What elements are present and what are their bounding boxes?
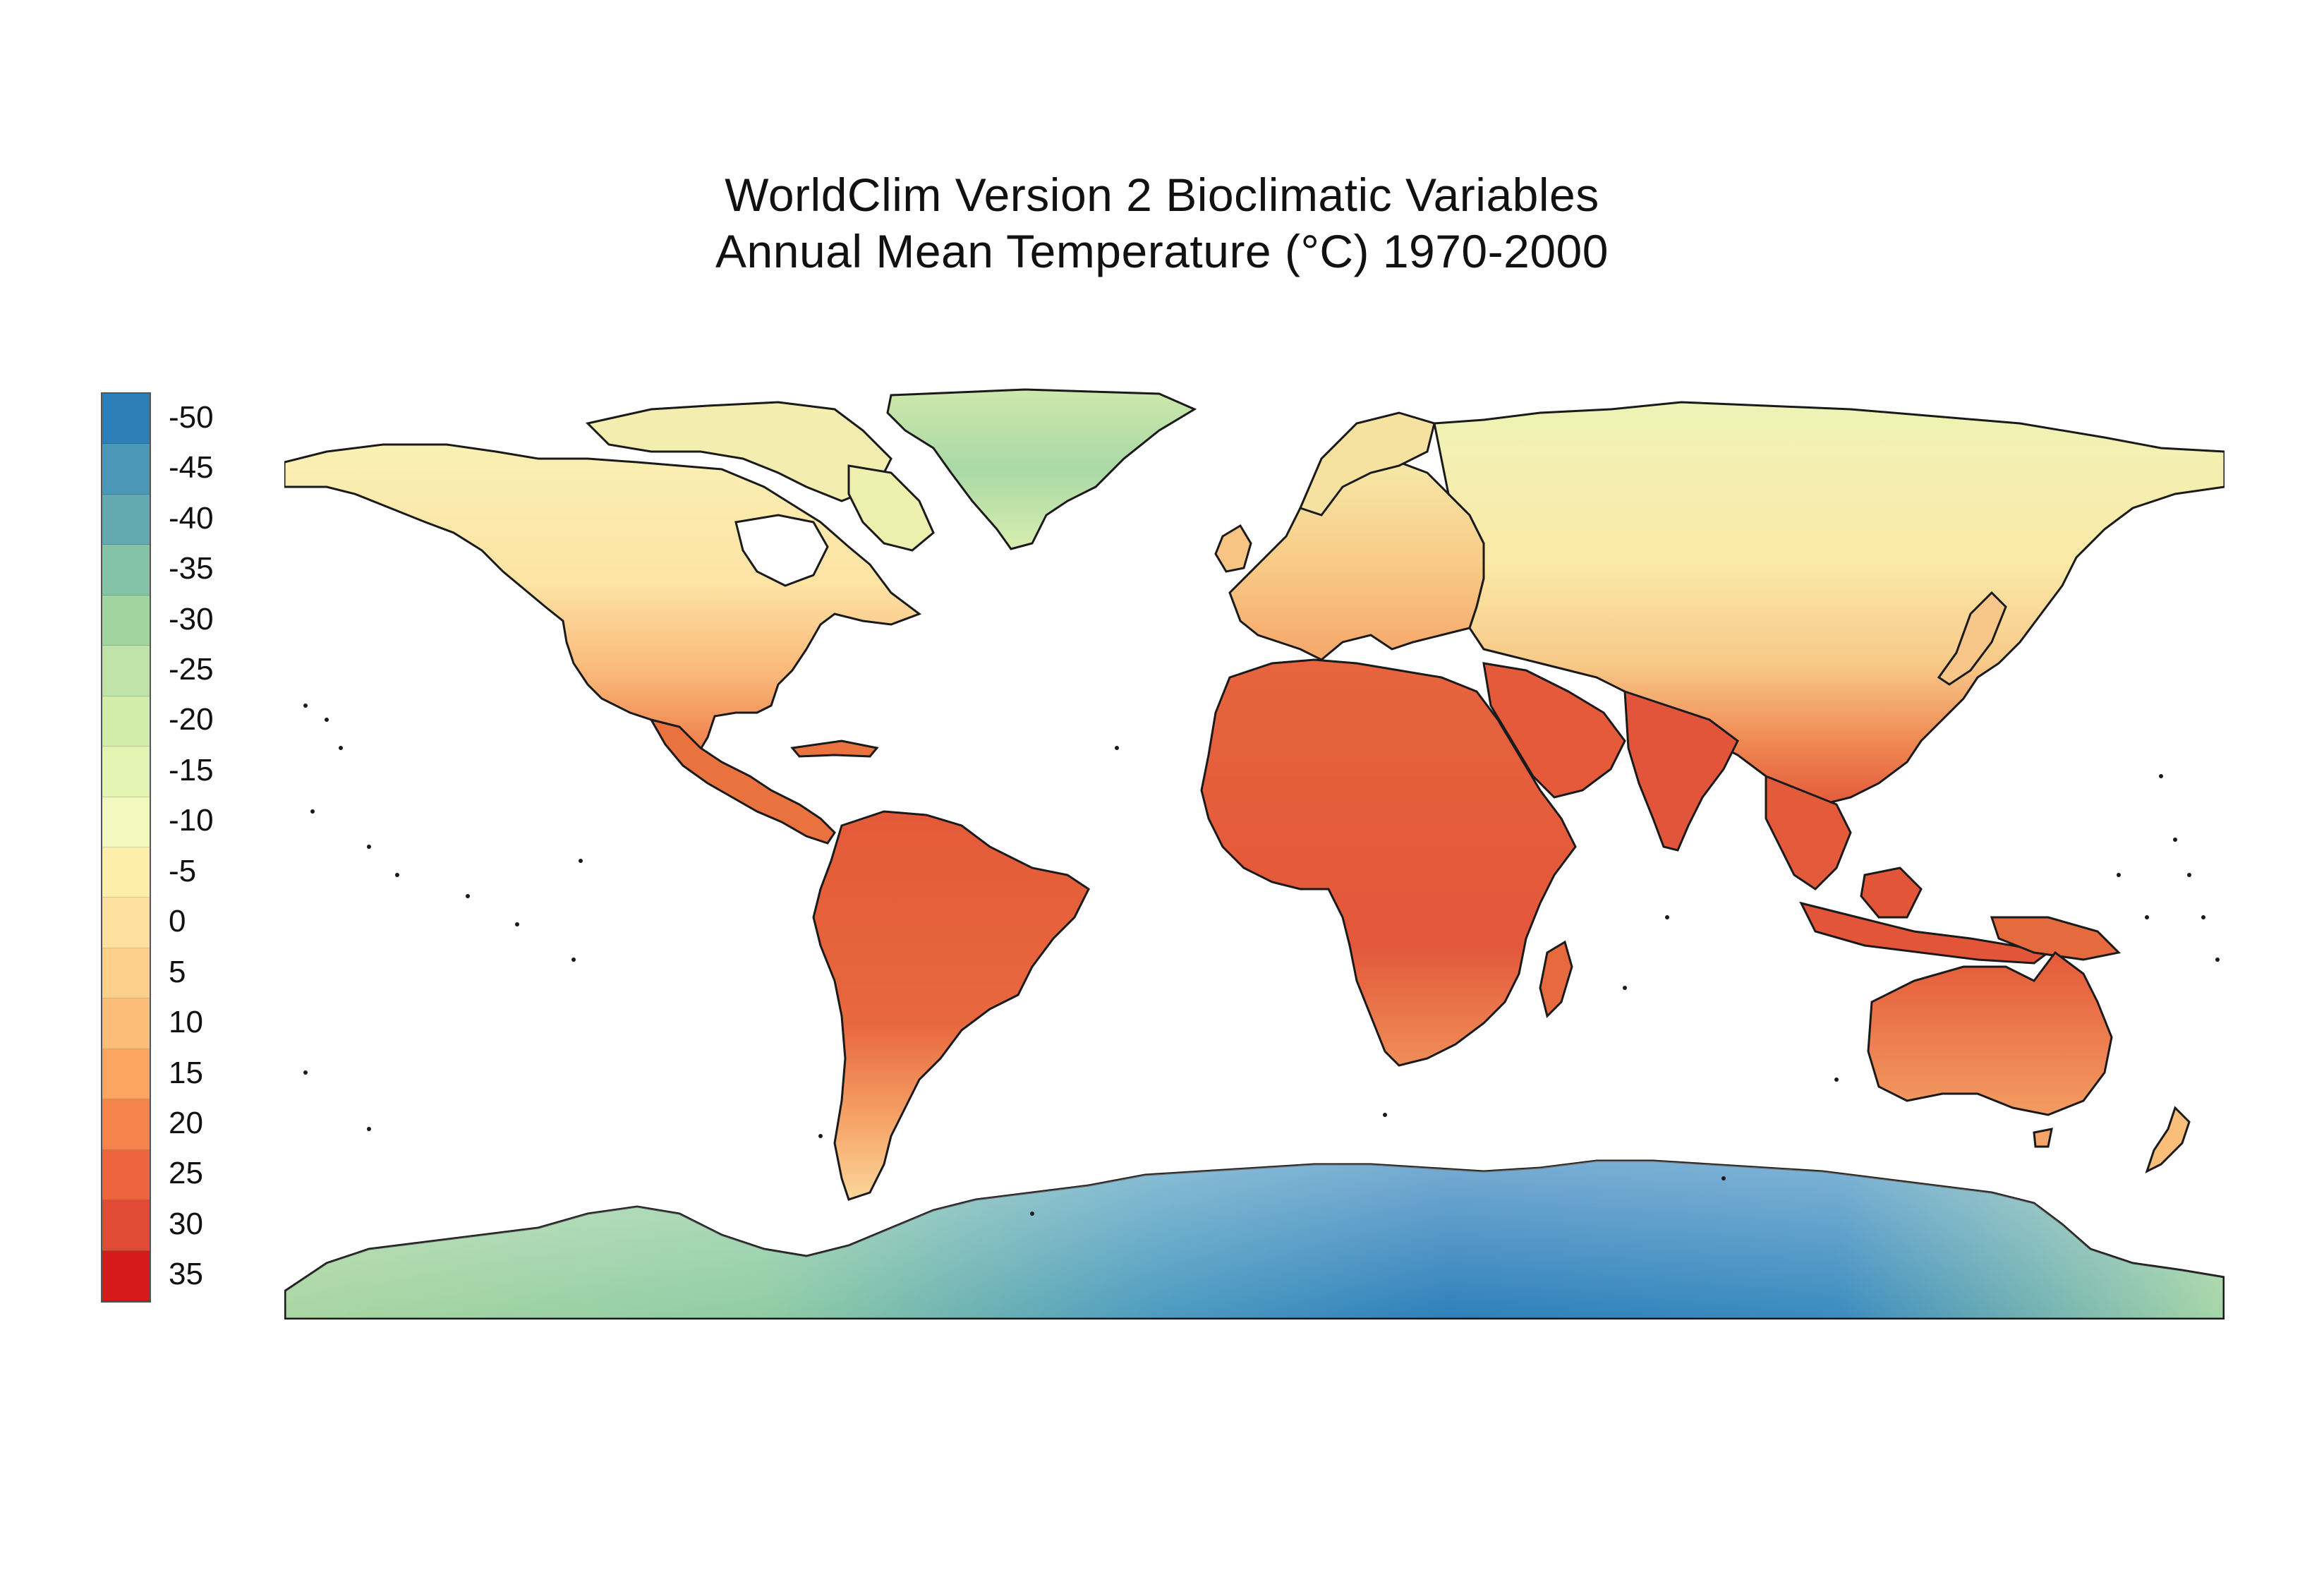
small-islands (303, 704, 2220, 1216)
legend-label: 5 (169, 954, 186, 989)
australia (1867, 950, 2113, 1116)
borneo (1860, 866, 1923, 919)
legend-label: -35 (169, 551, 214, 586)
africa (1200, 658, 1577, 1067)
legend-swatch (102, 545, 150, 596)
legend-swatch (102, 394, 150, 445)
chart-title-line-1: WorldClim Version 2 Bioclimatic Variable… (725, 169, 1599, 221)
southeast-asia (1765, 774, 1852, 890)
legend-swatch (102, 1049, 150, 1100)
japan (1937, 591, 2007, 686)
legend-label: 20 (169, 1105, 203, 1140)
indonesia (1799, 901, 2051, 965)
new-guinea (1990, 916, 2122, 961)
legend-swatch (102, 494, 150, 545)
madagascar (1539, 940, 1573, 1018)
scandinavia (1298, 411, 1436, 517)
legend-swatch (102, 847, 150, 898)
british-isles (1214, 524, 1252, 573)
baffin-island (847, 464, 935, 552)
new-zealand (2145, 1106, 2191, 1173)
legend-label: -10 (169, 803, 214, 838)
legend-swatch (102, 1200, 150, 1251)
legend-color-bar (101, 392, 151, 1303)
greenland (886, 388, 1197, 550)
legend-label: -5 (169, 853, 197, 888)
north-asia (1433, 401, 2225, 806)
legend-label: -40 (169, 500, 214, 536)
legend-label: -50 (169, 399, 214, 435)
antarctica-shading (284, 1161, 2225, 1320)
world-map-svg (284, 388, 2225, 1320)
legend-swatch (102, 797, 150, 847)
legend-swatch (102, 696, 150, 747)
legend-label: 10 (169, 1005, 203, 1040)
legend-swatch (102, 595, 150, 646)
arabian-peninsula (1482, 662, 1626, 799)
color-legend: -50 -45 -40 -35 -30 -25 -20 -15 -10 -5 0 5 10 15 20 25 3… (101, 392, 355, 1303)
legend-label: -25 (169, 651, 214, 687)
legend-label: -15 (169, 752, 214, 787)
legend-label: 0 (169, 904, 186, 939)
legend-swatch (102, 1149, 150, 1201)
legend-swatch (102, 1250, 150, 1301)
legend-swatch (102, 948, 150, 999)
legend-label: -20 (169, 702, 214, 737)
legend-swatch (102, 747, 150, 797)
legend-swatch (102, 1099, 150, 1150)
legend-swatch (102, 898, 150, 948)
chart-title-line-2: Annual Mean Temperature (°C) 1970-2000 (715, 225, 1609, 277)
caribbean-islands (790, 739, 879, 758)
legend-label: -45 (169, 450, 214, 485)
chart-title: WorldClim Version 2 Bioclimatic Variable… (0, 167, 2324, 279)
legend-label: 15 (169, 1055, 203, 1090)
legend-swatch (102, 444, 150, 495)
central-america (648, 718, 836, 845)
legend-label: 25 (169, 1156, 203, 1191)
south-america (812, 810, 1090, 1201)
legend-label: 30 (169, 1206, 203, 1241)
legend-label: 35 (169, 1257, 203, 1292)
europe (1228, 461, 1485, 661)
indian-subcontinent (1623, 689, 1739, 852)
tasmania (2033, 1128, 2053, 1148)
hudson-bay (734, 514, 829, 587)
legend-swatch (102, 646, 150, 696)
legend-label: -30 (169, 601, 214, 636)
world-map (284, 381, 2225, 1320)
legend-swatch (102, 998, 150, 1049)
